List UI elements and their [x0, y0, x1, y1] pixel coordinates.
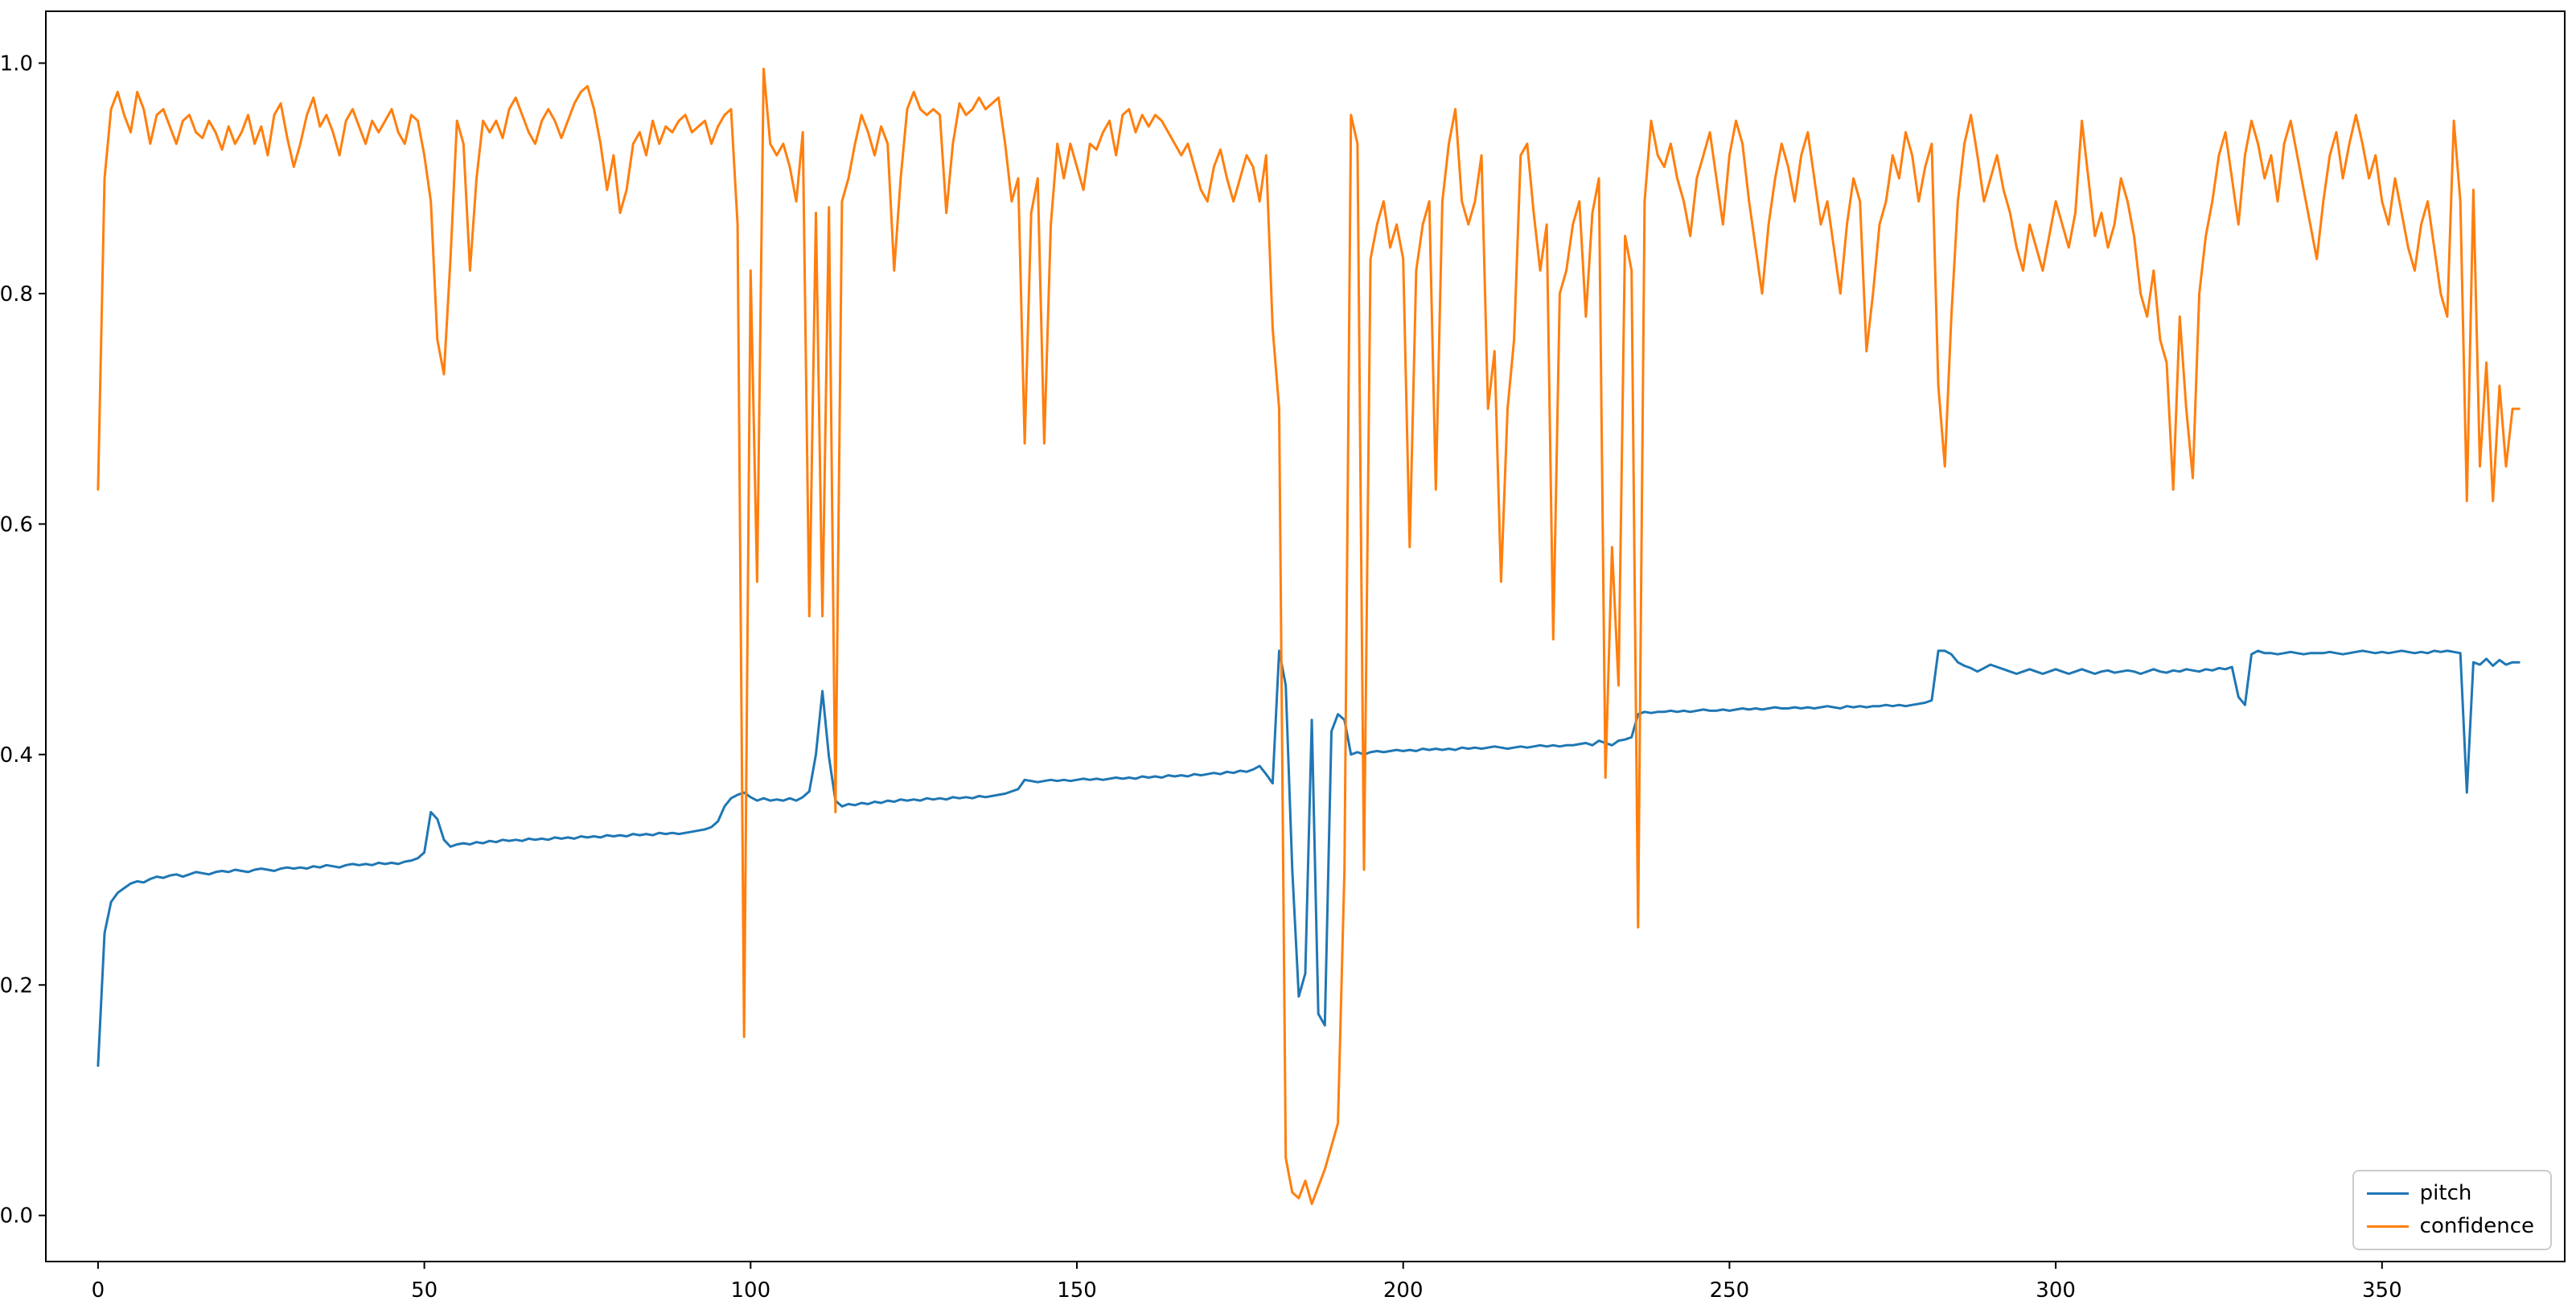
- axes-spines: [45, 10, 2566, 1262]
- legend: pitch confidence: [2352, 1169, 2552, 1250]
- legend-line-sample-confidence: [2366, 1225, 2409, 1228]
- x-tick-label: 300: [2036, 1278, 2076, 1303]
- pitch-line: [97, 649, 2521, 1067]
- legend-line-sample-pitch: [2366, 1192, 2409, 1195]
- y-tick-label: 0.4: [0, 743, 33, 768]
- y-tick-label: 0.0: [0, 1204, 33, 1229]
- y-tick-label: 1.0: [0, 51, 33, 76]
- legend-label: pitch: [2419, 1180, 2472, 1205]
- x-tick-label: 100: [730, 1278, 770, 1303]
- confidence-line: [97, 68, 2521, 1205]
- y-tick-label: 0.8: [0, 282, 33, 307]
- legend-entry: confidence: [2366, 1213, 2534, 1239]
- x-tick-label: 0: [92, 1278, 105, 1303]
- x-tick-label: 200: [1383, 1278, 1424, 1303]
- x-tick-label: 350: [2362, 1278, 2402, 1303]
- y-tick-label: 0.6: [0, 512, 33, 537]
- x-tick-label: 150: [1057, 1278, 1097, 1303]
- y-tick-label: 0.2: [0, 974, 33, 998]
- legend-label: confidence: [2419, 1213, 2534, 1238]
- legend-entry: pitch: [2366, 1180, 2534, 1206]
- x-tick-label: 50: [411, 1278, 438, 1303]
- x-tick-label: 250: [1710, 1278, 1750, 1303]
